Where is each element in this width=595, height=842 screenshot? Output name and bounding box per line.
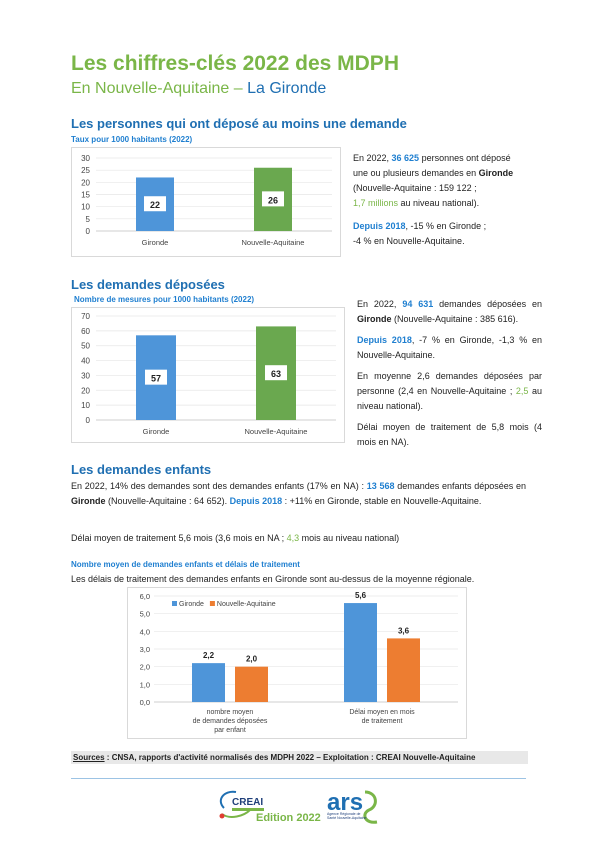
chart2-title: Nombre de mesures pour 1000 habitants (2… <box>74 295 255 304</box>
chart1-title: Taux pour 1000 habitants (2022) <box>71 135 193 144</box>
y-tick-label: 5 <box>86 215 91 224</box>
y-tick-label: 50 <box>81 342 90 351</box>
x-tick-label: Nouvelle-Aquitaine <box>242 238 305 247</box>
chart3-title: Nombre moyen de demandes enfants et déla… <box>71 560 300 569</box>
sources-line: Sources : CNSA, rapports d'activité norm… <box>71 751 528 764</box>
sources-label: Sources <box>73 753 105 762</box>
section1-heading: Les personnes qui ont déposé au moins un… <box>71 116 407 131</box>
y-tick-label: 70 <box>81 312 90 321</box>
legend-swatch <box>172 601 177 606</box>
subtitle-prefix: En Nouvelle-Aquitaine – <box>71 80 248 97</box>
chart3-box: 0,0 1,0 2,0 3,0 4,0 5,0 6,0 2,2 2,0 nombre moyen d… <box>127 587 467 739</box>
bar <box>235 666 268 702</box>
data-label: 2,0 <box>246 655 258 664</box>
x-tick-label: Gironde <box>143 427 170 436</box>
x-tick-label: de demandes déposées <box>193 718 268 725</box>
data-label: 2,2 <box>203 651 215 660</box>
ars-logo-mark: ars <box>327 789 378 824</box>
section2-heading: Les demandes déposées <box>71 277 225 292</box>
x-tick-label: Nouvelle-Aquitaine <box>245 427 308 436</box>
ars-logo-text: ars <box>327 789 363 816</box>
chart2-svg: 0 10 20 30 40 50 60 70 57 Gironde 63 Nouvelle-Aquit… <box>81 312 336 436</box>
y-tick-label: 5,0 <box>140 610 150 619</box>
x-tick-label: nombre moyen <box>207 709 254 716</box>
data-label: 63 <box>271 369 281 379</box>
creai-logo: CREAI <box>210 786 270 826</box>
section3-paragraph1: En 2022, 14% des demandes sont des deman… <box>71 481 526 506</box>
chart3-svg: 0,0 1,0 2,0 3,0 4,0 5,0 6,0 2,2 2,0 nombre moyen d… <box>140 591 458 734</box>
x-tick-label: Gironde <box>142 238 169 247</box>
section1-text: En 2022, 36 625 personnes ont déposé une… <box>353 153 514 246</box>
y-tick-label: 6,0 <box>140 592 150 601</box>
y-tick-label: 15 <box>81 191 90 200</box>
sources-text: : CNSA, rapports d'activité normalisés d… <box>104 753 476 762</box>
page-title: Les chiffres-clés 2022 des MDPH <box>71 52 399 75</box>
y-tick-label: 0 <box>86 227 91 236</box>
bar <box>387 638 420 702</box>
y-tick-label: 1,0 <box>140 680 150 689</box>
y-tick-label: 25 <box>81 166 90 175</box>
data-label-bg <box>144 196 166 212</box>
legend-label: Gironde <box>179 601 204 608</box>
footer-divider <box>71 778 526 779</box>
y-tick-label: 3,0 <box>140 645 150 654</box>
data-label-bg <box>262 191 284 207</box>
creai-logo-mark: CREAI <box>219 790 264 819</box>
ars-logo: ars Agence Régionale de Santé Nouvelle-A… <box>325 784 385 828</box>
data-label: 22 <box>150 200 160 210</box>
y-tick-label: 2,0 <box>140 663 150 672</box>
section3-paragraph2: Délai moyen de traitement 5,6 mois (3,6 … <box>71 533 400 543</box>
y-tick-label: 0 <box>86 416 91 425</box>
y-tick-label: 30 <box>81 371 90 380</box>
y-tick-label: 10 <box>81 401 90 410</box>
data-label: 57 <box>151 374 161 384</box>
data-label: 26 <box>268 195 278 205</box>
y-tick-label: 60 <box>81 327 90 336</box>
data-label-bg <box>265 365 287 381</box>
y-tick-label: 20 <box>81 386 90 395</box>
edition-label: Edition 2022 <box>256 812 321 824</box>
data-label: 5,6 <box>355 591 367 600</box>
data-label: 3,6 <box>398 626 410 635</box>
chart1-svg: 0 5 10 15 20 25 30 22 Gironde 26 Nouvelle-Aquitain… <box>81 154 332 247</box>
data-label-bg <box>145 369 167 385</box>
chart2-box: 0 10 20 30 40 50 60 70 57 Gironde 63 Nouvelle-Aquit… <box>71 307 345 443</box>
section2-text: En 2022, 94 631 demandes déposées en Gir… <box>357 299 543 447</box>
x-tick-label: de traitement <box>362 718 403 725</box>
chart3-subtitle: Les délais de traitement des demandes en… <box>71 574 475 584</box>
y-tick-label: 30 <box>81 154 90 163</box>
legend-label: Nouvelle-Aquitaine <box>217 601 276 608</box>
section3-heading: Les demandes enfants <box>71 462 212 477</box>
ars-logo-subtext: Agence Régionale de Santé Nouvelle-Aquit… <box>327 812 367 820</box>
y-tick-label: 0,0 <box>140 698 150 707</box>
bar <box>192 663 225 702</box>
y-tick-label: 10 <box>81 203 90 212</box>
x-tick-label: par enfant <box>214 727 246 734</box>
page-subtitle: En Nouvelle-Aquitaine – La Gironde <box>71 80 326 98</box>
y-tick-label: 4,0 <box>140 627 150 636</box>
legend-swatch <box>209 601 215 606</box>
x-tick-label: Délai moyen en mois <box>349 709 415 716</box>
creai-logo-text: CREAI <box>232 797 263 808</box>
y-tick-label: 40 <box>81 357 90 366</box>
bar <box>344 603 377 702</box>
y-tick-label: 20 <box>81 178 90 187</box>
chart1-box: 0 5 10 15 20 25 30 22 Gironde 26 Nouvelle-Aquitain… <box>71 147 341 257</box>
subtitle-highlight: La Gironde <box>247 80 327 97</box>
